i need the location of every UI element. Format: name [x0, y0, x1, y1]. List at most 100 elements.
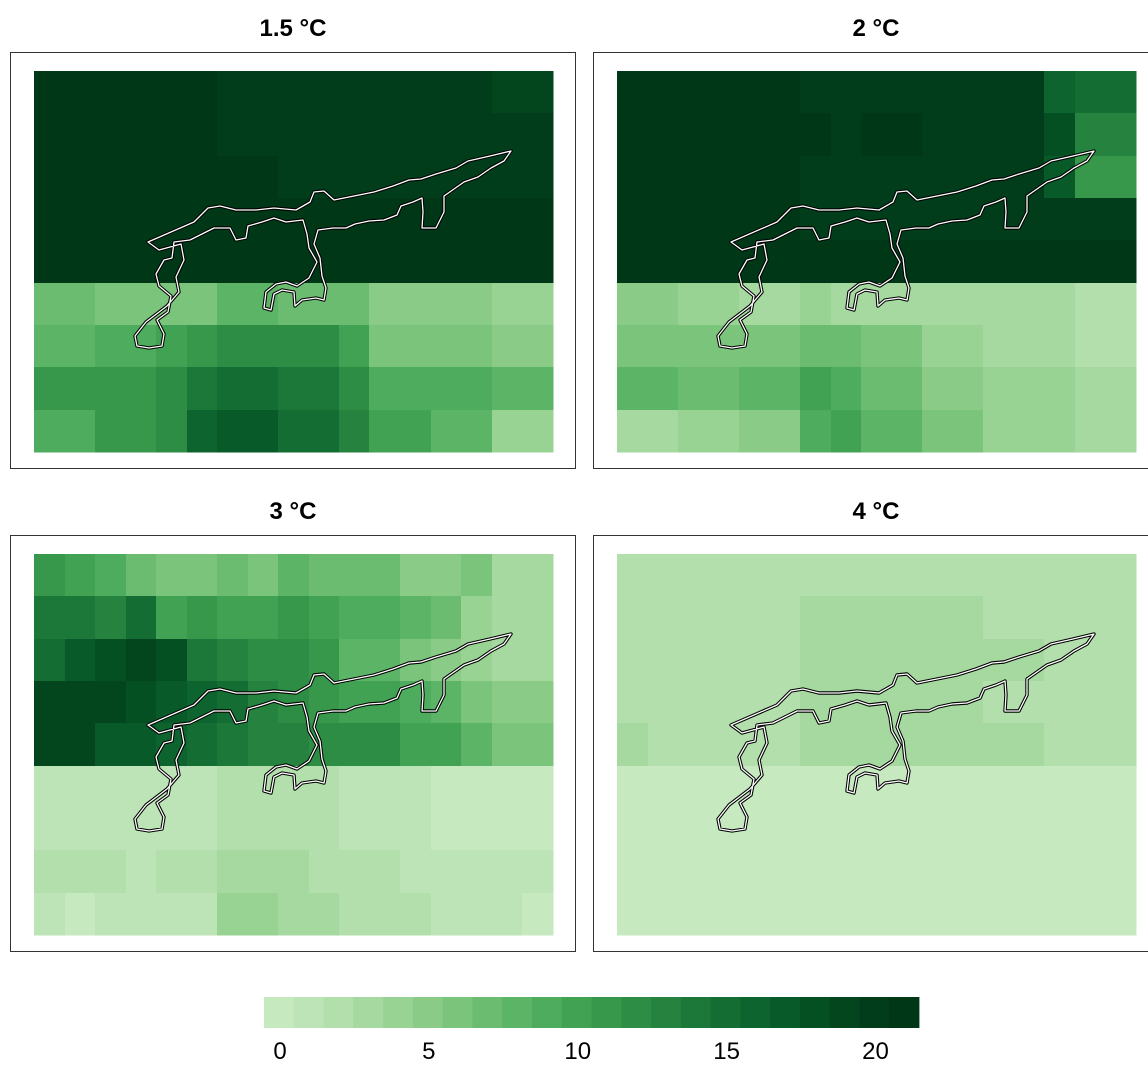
heatmap-cell	[95, 554, 127, 597]
heatmap-cell	[34, 808, 66, 851]
heatmap-cell	[1044, 325, 1076, 368]
heatmap-cell	[126, 639, 157, 682]
heatmap-cell	[431, 410, 493, 453]
heatmap-cell	[339, 113, 370, 157]
heatmap-cell	[617, 808, 649, 851]
heatmap-cell	[34, 850, 66, 894]
heatmap-cell	[861, 113, 923, 157]
heatmap-cell	[1044, 766, 1137, 809]
colorbar-segment	[770, 997, 801, 1028]
colorbar-segment	[859, 997, 890, 1028]
heatmap-cell	[156, 156, 188, 199]
heatmap-cell	[861, 367, 923, 411]
heatmap-cell	[1075, 156, 1106, 199]
heatmap-cell	[339, 596, 401, 640]
heatmap-cell	[34, 113, 96, 157]
heatmap-cell	[1075, 283, 1106, 326]
colorbar-tick-label: 10	[564, 1038, 592, 1065]
heatmap-cell	[95, 850, 127, 894]
heatmap-cell	[431, 639, 462, 682]
heatmap-cell	[431, 596, 462, 640]
heatmap-cell	[461, 893, 493, 936]
heatmap-cell	[400, 766, 432, 809]
heatmap-cell	[800, 240, 832, 284]
colorbar-segment	[442, 997, 473, 1028]
heatmap-cell	[431, 283, 493, 326]
heatmap-cell	[1105, 325, 1137, 368]
heatmap-cell	[492, 198, 554, 241]
heatmap-cell	[278, 893, 310, 936]
heatmap-cell	[339, 850, 401, 894]
heatmap-cell	[95, 283, 157, 326]
region-outline	[717, 633, 1095, 832]
heatmap-cell	[34, 554, 66, 597]
heatmap-cell	[156, 71, 188, 114]
heatmap-cell	[861, 410, 923, 453]
colorbar-segment	[680, 997, 711, 1028]
heatmap-cell	[1075, 367, 1106, 411]
heatmap-cell	[617, 681, 649, 724]
heatmap-cell	[400, 723, 432, 767]
heatmap-cell	[369, 240, 432, 284]
heatmap-cell	[800, 596, 984, 640]
heatmap-cell	[648, 554, 801, 597]
heatmap-cell	[800, 554, 984, 597]
colorbar-segment	[591, 997, 622, 1028]
heatmap-cell	[492, 639, 523, 682]
heatmap-cell	[34, 766, 66, 809]
heatmap-cell	[617, 410, 679, 453]
heatmap-cell	[248, 893, 279, 936]
colorbar-segment	[323, 997, 354, 1028]
heatmap-panel-2	[617, 71, 1137, 453]
heatmap-cell	[34, 156, 96, 199]
heatmap-cell	[1044, 410, 1076, 453]
heatmap-cell	[739, 325, 801, 368]
heatmap-cell	[648, 850, 801, 894]
heatmap-cell	[461, 808, 493, 851]
heatmap-cell	[248, 850, 279, 894]
heatmap-cell	[339, 283, 370, 326]
heatmap-cell	[1105, 240, 1137, 284]
heatmap-cell	[983, 723, 1045, 767]
region-outline	[717, 150, 1095, 349]
heatmap-cell	[617, 325, 679, 368]
heatmap-cell	[1044, 71, 1076, 114]
heatmap-cell	[1105, 367, 1137, 411]
heatmap-cell	[278, 71, 340, 114]
heatmap-cell	[431, 893, 462, 936]
heatmap-cell	[248, 808, 279, 851]
heatmap-cell	[248, 554, 279, 597]
heatmap-cell	[65, 723, 96, 767]
heatmap-cell	[983, 283, 1045, 326]
heatmap-cell	[739, 367, 801, 411]
heatmap-cell	[800, 808, 984, 851]
colorbar-segment	[412, 997, 444, 1028]
heatmap-cell	[461, 596, 493, 640]
heatmap-cell	[522, 850, 554, 894]
heatmap-cell	[278, 808, 310, 851]
colorbar-segment	[502, 997, 533, 1028]
heatmap-cell	[617, 156, 679, 199]
heatmap-cell	[800, 325, 832, 368]
panel-title-1: 1.5 °C	[259, 15, 327, 42]
heatmap-cell	[65, 639, 96, 682]
heatmap-cell	[1044, 850, 1137, 894]
colorbar-segment	[740, 997, 771, 1028]
heatmap-cell	[1044, 808, 1137, 851]
heatmap-cell	[983, 71, 1045, 114]
heatmap-cell	[431, 808, 462, 851]
heatmap-cell	[65, 850, 96, 894]
heatmap-cell	[431, 681, 462, 724]
heatmap-cell	[983, 850, 1045, 894]
heatmap-cell	[800, 71, 832, 114]
heatmap-panel-3	[34, 554, 554, 936]
heatmap-cell	[678, 410, 740, 453]
heatmap-cell	[648, 893, 801, 936]
heatmap-cell	[983, 681, 1045, 724]
heatmap-cell	[278, 596, 310, 640]
heatmap-cell	[831, 240, 862, 284]
heatmap-cell	[861, 198, 923, 241]
heatmap-cell	[983, 554, 1045, 597]
heatmap-cell	[492, 325, 554, 368]
heatmap-cell	[522, 723, 554, 767]
